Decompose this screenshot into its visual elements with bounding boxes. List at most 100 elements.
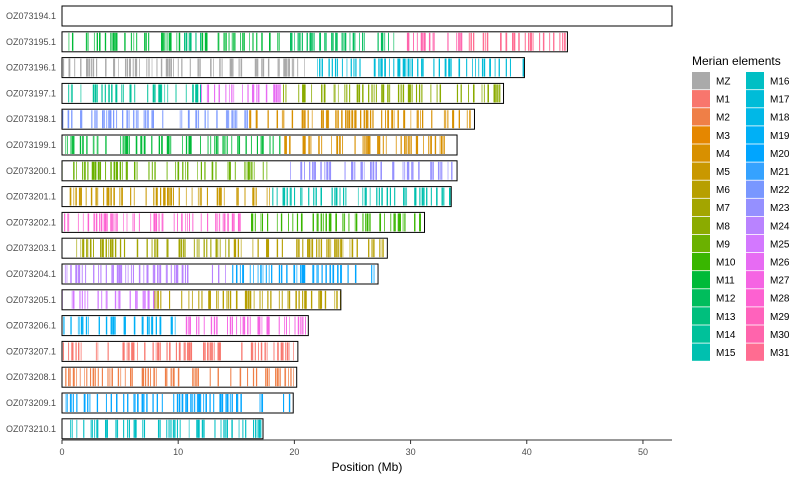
legend-item: M28 [746,289,790,307]
chromosome-row: OZ073206.1 [6,315,309,337]
legend-item: M11 [692,271,735,289]
legend-label: M25 [770,239,790,250]
legend-label: M21 [770,167,790,178]
legend-swatch [692,216,710,235]
legend-swatch [746,234,764,253]
chromosome-label: OZ073205.1 [6,295,56,305]
legend-label: M3 [716,131,730,142]
legend-item: M17 [746,90,790,108]
legend-item: M3 [692,126,730,144]
legend-item: M24 [746,216,790,235]
chromosome-bar [61,289,342,311]
legend-label: M28 [770,294,790,305]
legend-swatch [692,144,710,162]
chromosome-bar [61,315,309,337]
legend-swatch [746,90,764,108]
x-tick-label: 50 [638,447,648,457]
segment-m20 [232,265,375,283]
chromosome-row: OZ073195.1 [6,31,568,53]
chromosome-label: OZ073201.1 [6,192,56,202]
legend-label: M29 [770,312,790,323]
legend-label: M30 [770,330,790,341]
x-tick-label: 40 [522,447,532,457]
chromosome-label: OZ073198.1 [6,114,56,124]
segment-m11 [65,136,281,154]
chromosome-row: OZ073198.1 [6,108,475,130]
segment-m6 [154,290,341,309]
segment-m4 [284,136,445,154]
legend-item: M25 [746,234,790,253]
chromosome-bar [61,31,568,53]
segment-m2 [65,368,294,387]
legend-swatch [692,234,710,253]
legend-item: M16 [746,72,790,90]
legend-item: M21 [746,162,790,180]
chromosome-row: OZ073203.1 [6,237,388,259]
legend-item: M23 [746,198,790,216]
legend-swatch [746,198,764,216]
x-tick-label: 20 [289,447,299,457]
chromosome-row: OZ073207.1 [6,340,299,362]
legend-swatch [746,126,764,144]
legend-label: M26 [770,258,790,269]
chromosome-row: OZ073202.1 [6,211,426,233]
chromosome-label: OZ073206.1 [6,321,56,331]
legend-swatch [692,343,710,361]
chromosome-bar [61,160,458,182]
chromosome-row: OZ073205.1 [6,289,342,311]
legend-item: M10 [692,253,736,271]
chromosome-row: OZ073194.1 [6,5,673,27]
legend-item: M30 [746,325,790,343]
legend-swatch [746,144,764,162]
legend-item: M4 [692,144,730,162]
legend-swatch [692,307,710,325]
x-tick-label: 0 [59,447,64,457]
segment-m25 [62,290,155,309]
legend-label: M1 [716,95,730,106]
chromosome-bar [61,211,426,233]
legend-item: M29 [746,307,790,325]
legend-item: M8 [692,216,730,235]
segment-m10 [251,213,421,232]
chromosome-bar [61,366,298,388]
legend-label: M24 [770,221,790,232]
legend-label: M12 [716,294,736,305]
legend-swatch [746,325,764,343]
x-axis-title: Position (Mb) [332,460,403,474]
legend-item: M20 [746,144,790,162]
legend-swatch [746,253,764,271]
segment-m8 [283,84,501,103]
chromosome-label: OZ073197.1 [6,88,56,98]
segment-m20 [61,394,291,412]
legend-swatch [746,289,764,307]
segment-m16 [70,419,262,438]
legend-label: M27 [770,276,790,287]
segment-m26 [201,84,281,103]
legend-swatch [692,162,710,180]
chromosome-bar [61,5,673,27]
legend-item: M18 [746,108,790,126]
chromosome-label: OZ073204.1 [6,269,56,279]
chromosome-row: OZ073210.1 [6,418,264,440]
segment-m23 [290,161,453,180]
legend-swatch [692,198,710,216]
legend-item: M22 [746,180,790,198]
legend-label: M5 [716,167,730,178]
legend-label: M11 [716,276,735,287]
chromosome-bar [61,82,505,104]
segment-m12 [290,32,395,51]
legend-item: M26 [746,253,790,271]
legend-label: M20 [770,149,790,160]
legend-item: M19 [746,126,790,144]
chromosome-label: OZ073194.1 [6,11,56,21]
legend-swatch [692,72,710,90]
legend-label: M4 [716,149,730,160]
plot-area: OZ073194.1 OZ073195.1 OZ073196.1 OZ073197.1… [6,5,673,440]
chromosome-bar [61,418,264,440]
segment-m27 [185,316,306,335]
legend-item: M9 [692,234,730,253]
legend-swatch [746,271,764,289]
chromosome-bar [61,237,388,259]
legend-swatch [746,180,764,198]
chromosome-row: OZ073200.1 [6,160,458,182]
